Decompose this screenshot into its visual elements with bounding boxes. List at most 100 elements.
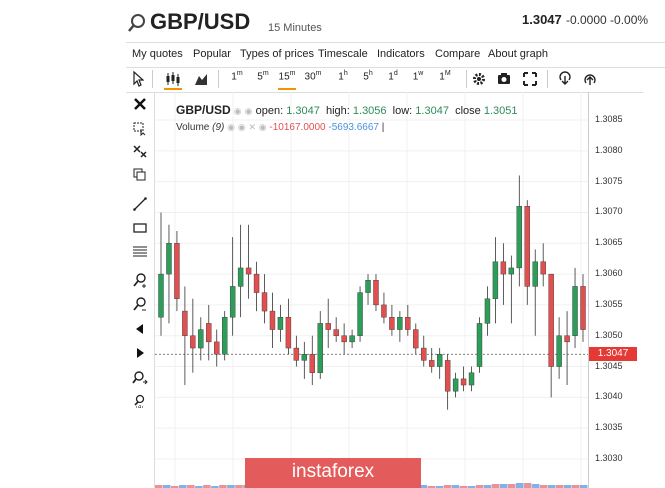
volume-bar — [203, 485, 211, 488]
candle — [237, 224, 244, 318]
scroll-right-icon[interactable] — [132, 345, 148, 361]
candle-body — [333, 329, 339, 336]
candle-body — [325, 323, 331, 330]
fullscreen-icon[interactable] — [523, 70, 537, 88]
candle — [405, 304, 411, 336]
trend-line-icon[interactable] — [132, 196, 148, 212]
candle — [229, 237, 236, 336]
timeframe-15m[interactable]: 15m — [278, 70, 296, 90]
timeframe-1d[interactable]: 1d — [388, 70, 398, 83]
select-area-icon[interactable] — [132, 120, 148, 136]
menu-indicators[interactable]: Indicators — [377, 48, 425, 60]
candle-body — [174, 243, 180, 299]
settings-icon[interactable]: ◉ — [258, 122, 267, 132]
zoom-out-icon[interactable] — [132, 296, 148, 312]
copy-icon[interactable] — [132, 167, 148, 183]
candle — [484, 286, 491, 336]
candle — [476, 317, 483, 373]
last-price: 1.3047 — [522, 12, 562, 27]
fibonacci-icon[interactable] — [132, 244, 148, 260]
candle-body — [421, 347, 427, 361]
close-icon[interactable] — [132, 96, 148, 112]
timeframe-1m[interactable]: 1m — [231, 70, 243, 83]
volume-bar — [227, 485, 235, 488]
timeframe-1h[interactable]: 1h — [338, 70, 348, 83]
candle-body — [492, 261, 499, 299]
zoom-reset-icon[interactable] — [132, 394, 148, 410]
remove-icon[interactable]: ✕ — [248, 122, 256, 132]
candle — [349, 329, 355, 349]
volume-value-2: -5693.6667 — [328, 122, 379, 133]
search-icon[interactable] — [126, 12, 148, 34]
low-label: low: — [392, 105, 413, 117]
upload-icon[interactable] — [583, 70, 597, 88]
price-tick: 1.3050 — [595, 329, 623, 340]
timeframe-1w[interactable]: 1w — [412, 70, 424, 83]
volume-bar — [491, 484, 500, 488]
volume-legend: Volume (9) ◉ ◉ ✕ ◉ -10167.0000 -5693.666… — [176, 122, 384, 133]
candle-body — [460, 378, 467, 386]
timeframe-1M[interactable]: 1M — [439, 70, 451, 83]
menu-timescale[interactable]: Timescale — [318, 48, 368, 60]
volume-bar — [515, 483, 524, 488]
candle-body — [293, 347, 300, 361]
close-label: close — [455, 105, 481, 117]
timeframe-5m[interactable]: 5m — [257, 70, 269, 83]
candle — [421, 335, 427, 367]
toolbar-divider — [547, 70, 548, 88]
candle-body — [468, 372, 475, 386]
candle-body — [413, 329, 419, 349]
candle-body — [389, 317, 395, 330]
candle — [166, 224, 172, 324]
toolbar-divider — [218, 70, 219, 88]
candle — [516, 175, 523, 287]
menu-my-quotes[interactable]: My quotes — [132, 48, 183, 60]
candle-body — [341, 335, 347, 343]
menu-popular[interactable]: Popular — [193, 48, 231, 60]
volume-bar — [235, 485, 243, 488]
candle — [365, 274, 371, 305]
volume-bar — [427, 486, 436, 488]
settings-icon[interactable]: ◉ — [237, 122, 246, 132]
scroll-left-icon[interactable] — [132, 321, 148, 337]
area-chart-icon[interactable] — [194, 70, 208, 88]
cursor-icon[interactable] — [132, 70, 144, 88]
legend-symbol: GBP/USD — [176, 103, 231, 117]
candle-body — [190, 335, 196, 349]
candle — [500, 243, 507, 305]
candle-body — [484, 298, 491, 324]
zoom-in-icon[interactable] — [132, 272, 148, 288]
eye-icon[interactable]: ◉ — [227, 122, 236, 132]
candle-body — [206, 323, 212, 343]
candle-body — [261, 292, 268, 312]
settings-icon[interactable]: ◉ — [244, 106, 253, 116]
candle — [261, 274, 268, 324]
menu-types-of-prices[interactable]: Types of prices — [240, 48, 314, 60]
price-chart[interactable] — [155, 92, 588, 488]
menu-about-graph[interactable]: About graph — [488, 48, 548, 60]
candle-body — [269, 310, 276, 330]
price-axis[interactable]: 1.3085 1.3080 1.3075 1.3070 1.3065 1.3060 1.30… — [588, 92, 644, 488]
timeframe-30m[interactable]: 30m — [304, 70, 322, 83]
menu-compare[interactable]: Compare — [435, 48, 481, 60]
candle — [444, 354, 451, 410]
candle-body — [229, 286, 236, 318]
candlestick-icon[interactable] — [164, 70, 182, 90]
candle-body — [532, 261, 538, 287]
zoom-fit-icon[interactable] — [132, 370, 148, 386]
volume-value-1: -10167.0000 — [269, 122, 326, 133]
camera-icon[interactable] — [497, 70, 511, 88]
volume-bar — [435, 486, 444, 488]
rectangle-icon[interactable] — [132, 220, 148, 236]
delete-drawings-icon[interactable] — [132, 143, 148, 159]
open-label: open: — [255, 105, 284, 117]
volume-bar — [539, 485, 548, 488]
candle-body — [556, 335, 562, 367]
download-icon[interactable] — [558, 70, 572, 88]
candle-body — [540, 261, 546, 275]
timeframe-5h[interactable]: 5h — [363, 70, 373, 83]
eye-icon[interactable]: ◉ — [233, 106, 242, 116]
gear-icon[interactable] — [472, 70, 486, 88]
volume-bar — [419, 485, 428, 488]
high-value: 1.3056 — [352, 105, 387, 117]
